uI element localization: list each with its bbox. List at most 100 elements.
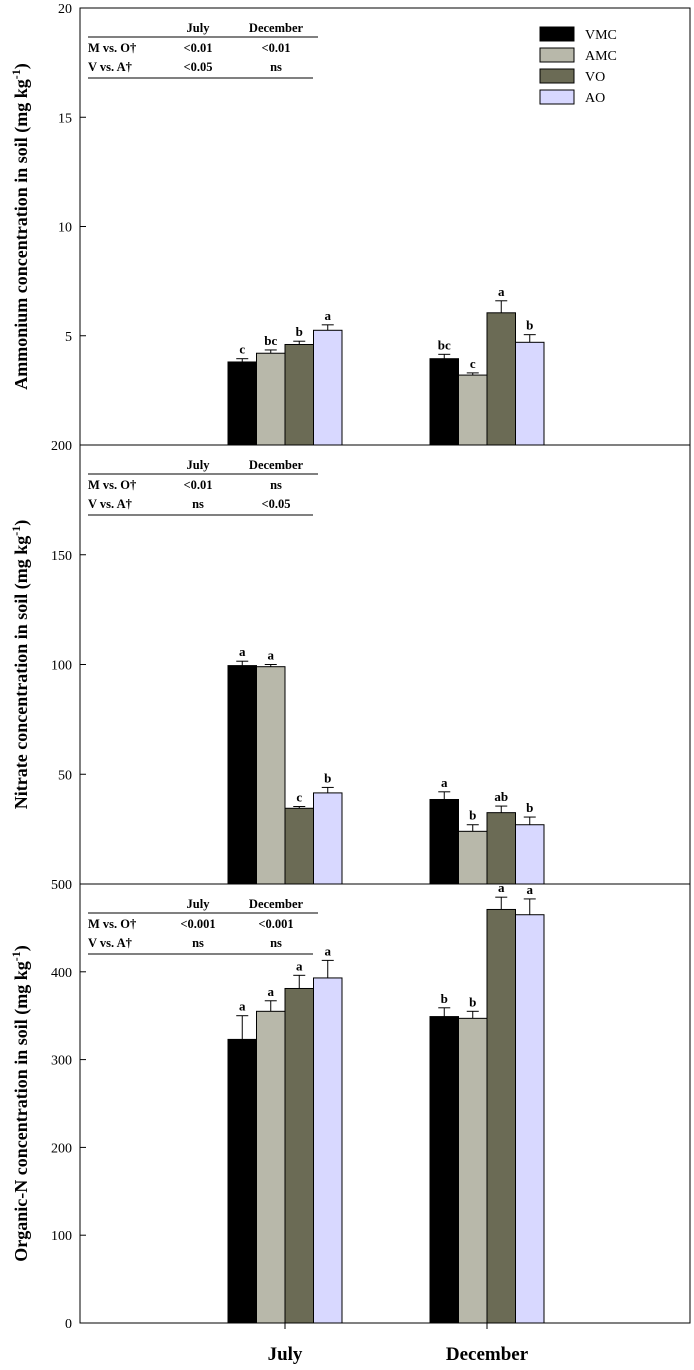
y-tick-label: 5 <box>65 330 72 345</box>
bar <box>284 807 314 885</box>
panels: 5 10 15 20 Ammonium concentration in soil (m… <box>9 2 691 1332</box>
bar <box>458 1017 488 1324</box>
y-axis-label: Nitrate concentration in soil (mg kg-1) <box>9 520 32 809</box>
significance-letter: b <box>526 318 533 333</box>
stats-december-value: <0.01 <box>262 41 291 55</box>
x-axis-categories: July December <box>268 1323 529 1365</box>
y-tick-label: 15 <box>58 111 72 126</box>
y-axis-label-close: ) <box>11 520 32 526</box>
bar <box>227 361 257 446</box>
stats-table: July December M vs. O† <0.01 <0.01 V vs. A† <0… <box>88 21 318 79</box>
bar <box>313 977 343 1324</box>
significance-letter: c <box>239 342 245 357</box>
bar <box>429 798 459 885</box>
significance-letter: a <box>441 775 448 790</box>
significance-letter: a <box>296 958 303 973</box>
y-tick-label: 0 <box>65 1317 72 1332</box>
panel-2: 50 100 150 200 Nitrate concentration in soil… <box>9 439 691 885</box>
plot-frame <box>79 444 691 885</box>
y-axis-label-superscript: -1 <box>9 951 23 961</box>
panel-1: 5 10 15 20 Ammonium concentration in soil (m… <box>9 2 691 446</box>
stats-header-july: July <box>187 897 211 911</box>
significance-letter: a <box>239 644 246 659</box>
bar <box>515 341 545 446</box>
stats-row-label: V vs. A† <box>88 936 132 950</box>
stats-december-value: <0.05 <box>262 497 291 511</box>
significance-letter: c <box>296 790 302 805</box>
significance-letter: b <box>324 770 331 785</box>
stats-table: July December M vs. O† <0.001 <0.001 V vs. A†… <box>88 897 318 955</box>
bar <box>458 830 488 885</box>
stats-december-value: ns <box>270 478 282 492</box>
legend-swatch <box>539 89 575 105</box>
y-tick-label: 300 <box>51 1054 72 1069</box>
legend: VMC AMC VO AO <box>539 26 617 106</box>
stats-row-label: V vs. A† <box>88 497 132 511</box>
significance-letter: b <box>441 991 448 1006</box>
bar <box>515 914 545 1324</box>
bar <box>313 329 343 446</box>
legend-label: AO <box>585 91 605 106</box>
bar <box>284 343 314 446</box>
x-category-label: July <box>268 1344 303 1365</box>
significance-letter: a <box>239 999 246 1014</box>
significance-letter: b <box>526 800 533 815</box>
legend-label: VMC <box>585 28 617 43</box>
legend-swatch <box>539 26 575 42</box>
bar <box>256 352 286 446</box>
stats-header-july: July <box>187 458 211 472</box>
bar <box>515 824 545 885</box>
y-axis-label-main: Nitrate concentration in soil (mg kg <box>11 536 32 809</box>
significance-letter: ab <box>494 789 508 804</box>
stats-july-value: <0.01 <box>184 478 213 492</box>
significance-letter: b <box>296 324 303 339</box>
bar <box>313 792 343 885</box>
stats-december-value: ns <box>270 60 282 74</box>
y-tick-label: 100 <box>51 1229 72 1244</box>
stats-july-value: <0.05 <box>184 60 213 74</box>
stats-row-label: M vs. O† <box>88 41 136 55</box>
bar <box>486 812 516 885</box>
significance-letter: b <box>469 994 476 1009</box>
significance-letter: bc <box>264 333 277 348</box>
y-axis-label-main: Ammonium concentration in soil (mg kg <box>11 79 32 390</box>
panel-3: 0 100 200 300 400 500 Organic-N concentration … <box>9 878 691 1332</box>
significance-letter: b <box>469 808 476 823</box>
stats-header-december: December <box>249 21 304 35</box>
significance-letter: a <box>268 984 275 999</box>
bar <box>227 1038 257 1324</box>
bar <box>227 665 257 885</box>
legend-swatch <box>539 47 575 63</box>
stats-july-value: <0.01 <box>184 41 213 55</box>
y-axis-label-close: ) <box>11 945 32 951</box>
y-axis-label-superscript: -1 <box>9 526 23 536</box>
y-tick-label: 10 <box>58 221 72 236</box>
y-tick-label: 500 <box>51 878 72 893</box>
significance-letter: a <box>498 284 505 299</box>
significance-letter: c <box>470 356 476 371</box>
legend-swatch <box>539 68 575 84</box>
stats-table: July December M vs. O† <0.01 ns V vs. A† ns <0.… <box>88 458 318 516</box>
bar <box>458 374 488 446</box>
bar <box>429 358 459 446</box>
significance-letter: a <box>498 880 505 895</box>
significance-letter: a <box>527 882 534 897</box>
bar <box>486 312 516 446</box>
y-tick-label: 200 <box>51 439 72 454</box>
legend-label: AMC <box>585 49 617 64</box>
y-tick-label: 50 <box>58 768 72 783</box>
stats-december-value: <0.001 <box>258 917 293 931</box>
y-tick-label: 200 <box>51 1141 72 1156</box>
bar <box>256 666 286 885</box>
bar <box>284 987 314 1324</box>
significance-letter: bc <box>438 337 451 352</box>
bar <box>486 908 516 1324</box>
y-tick-label: 100 <box>51 659 72 674</box>
y-axis-label: Ammonium concentration in soil (mg kg-1) <box>9 63 32 390</box>
y-axis-label-superscript: -1 <box>9 69 23 79</box>
stats-july-value: ns <box>192 497 204 511</box>
stats-row-label: M vs. O† <box>88 478 136 492</box>
y-axis-label: Organic-N concentration in soil (mg kg-1… <box>9 945 32 1261</box>
significance-letter: a <box>325 308 332 323</box>
